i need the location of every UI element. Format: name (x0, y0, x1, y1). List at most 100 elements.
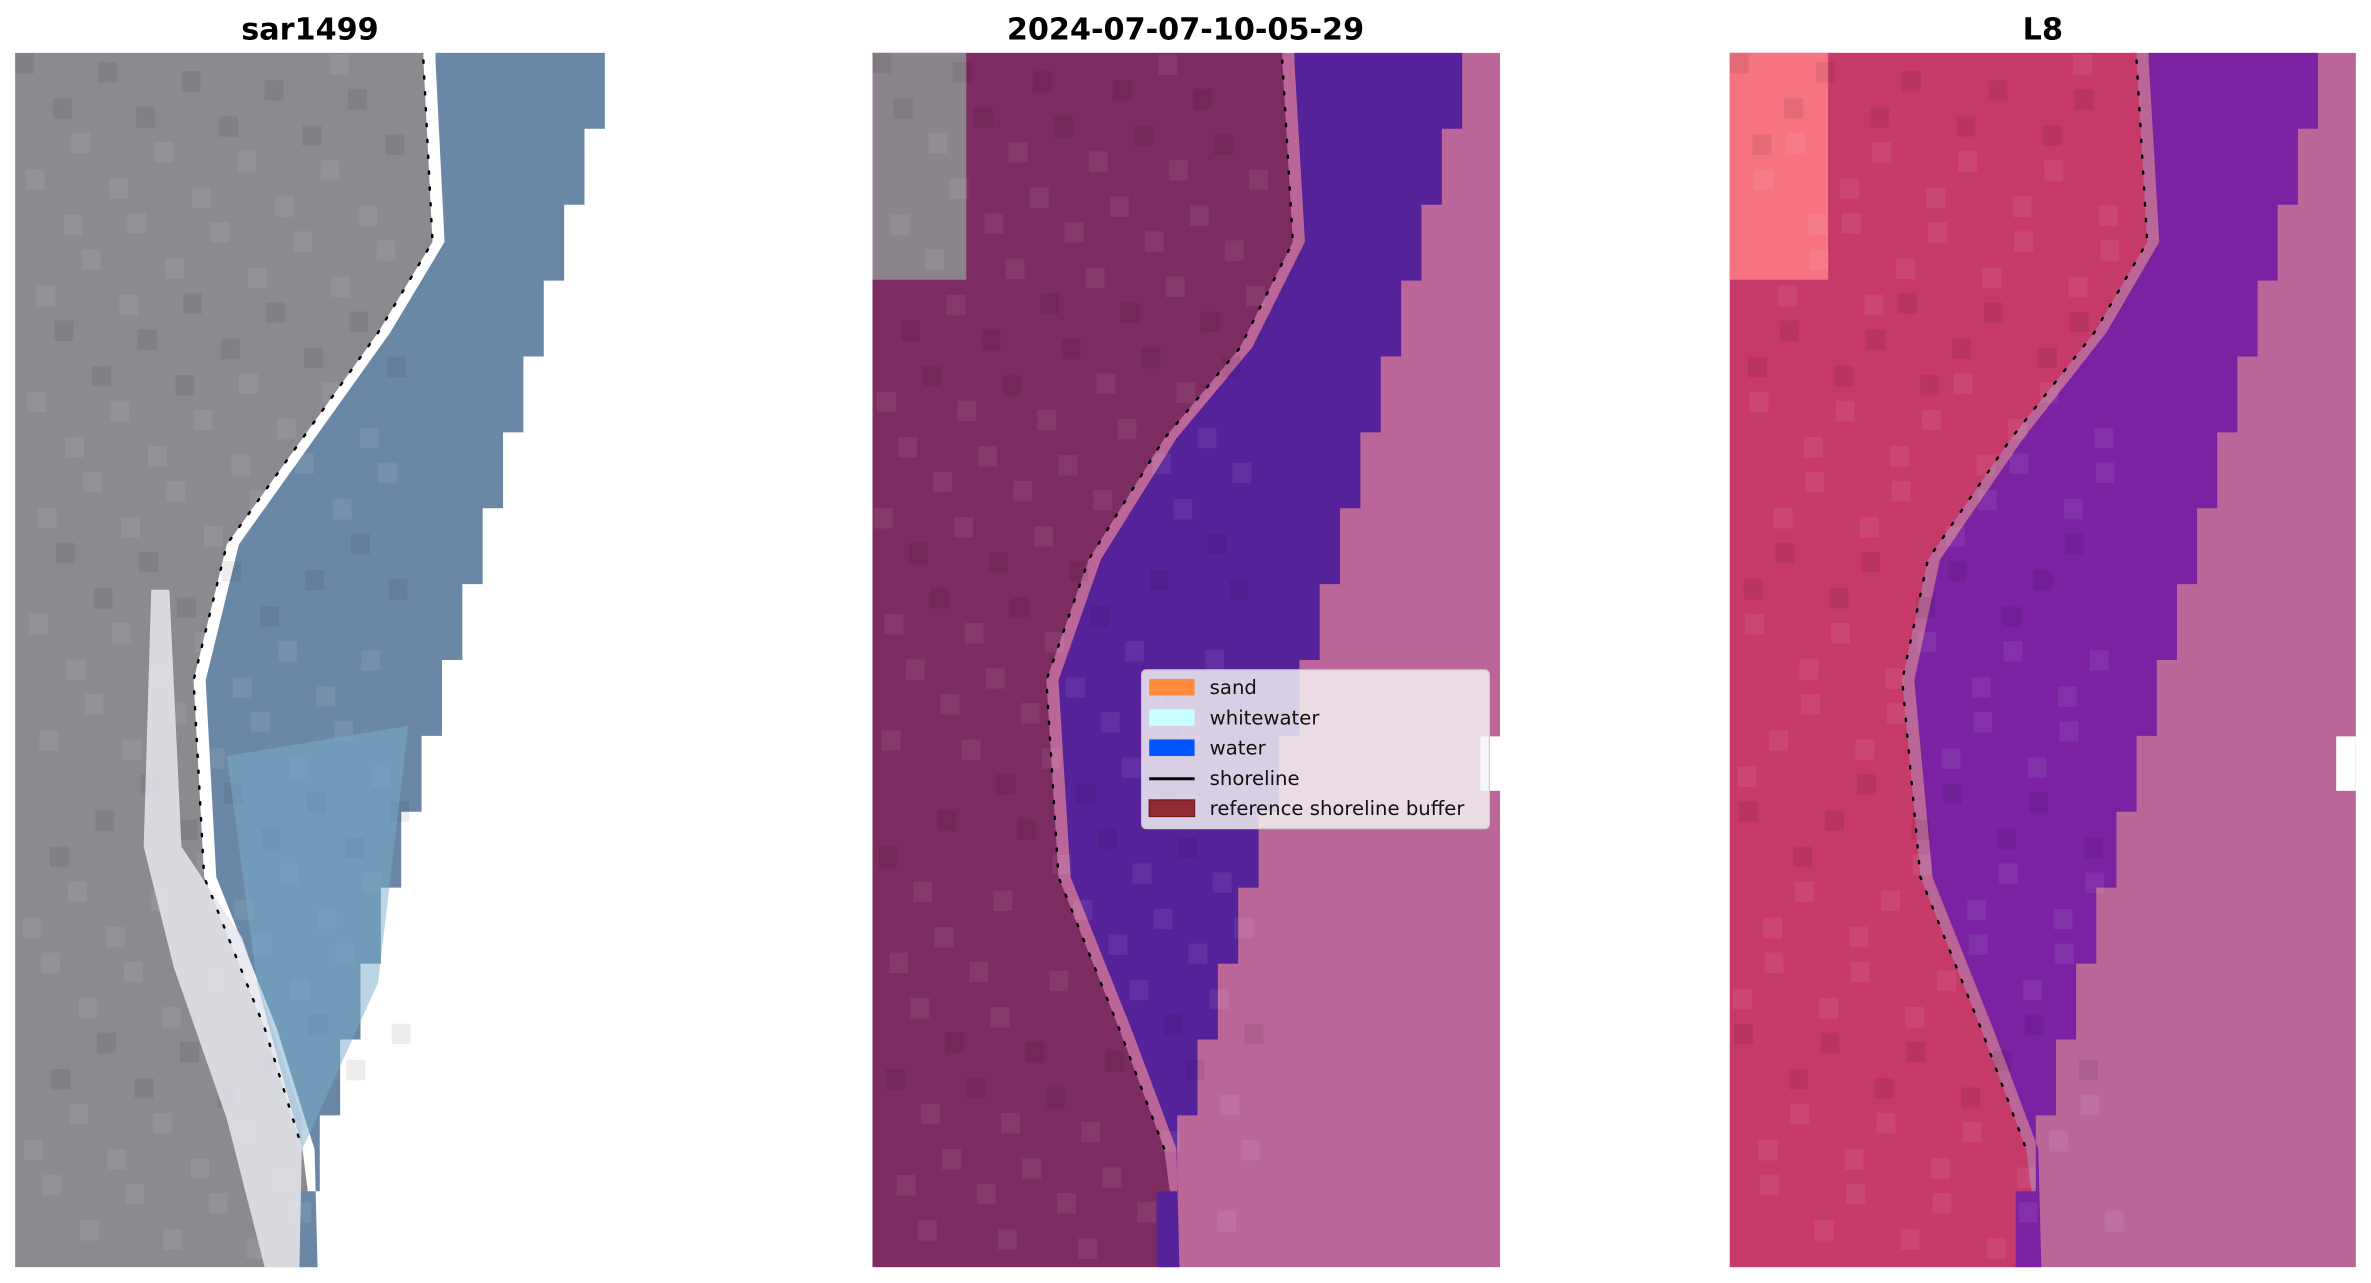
pixel-texture (251, 712, 270, 733)
pixel-texture (1190, 205, 1209, 227)
pixel-texture (66, 659, 86, 680)
pixel-texture (1760, 1174, 1779, 1196)
pixel-texture (196, 854, 216, 875)
pixel-texture (210, 222, 230, 243)
pixel-texture (2039, 382, 2059, 403)
pixel-texture (1779, 320, 1799, 341)
pixel-texture (993, 890, 1013, 912)
pixel-texture (2098, 205, 2118, 227)
pixel-texture (1764, 952, 1784, 974)
pixel-texture (71, 133, 90, 154)
pixel-texture (2027, 757, 2047, 778)
pixel-texture (332, 498, 352, 520)
legend-label-shoreline: shoreline (1210, 767, 1300, 790)
pixel-texture (1967, 899, 1987, 921)
pixel-texture (2033, 570, 2053, 591)
pixel-texture (2002, 606, 2021, 627)
pixel-texture (878, 846, 898, 868)
pixel-texture (358, 205, 378, 227)
pixel-texture (1193, 89, 1212, 110)
pixel-texture (175, 374, 195, 396)
pixel-texture (37, 508, 57, 529)
pixel-texture (107, 1149, 127, 1170)
pixel-texture (2003, 641, 2023, 662)
pixel-texture (998, 1229, 1017, 1250)
pixel-texture (127, 213, 146, 234)
pixel-texture (1108, 934, 1128, 955)
corner-patch (1729, 52, 1829, 280)
pixel-texture (1971, 677, 1991, 698)
pixel-texture (320, 160, 340, 181)
pixel-texture (1041, 748, 1061, 769)
pixel-texture (1025, 1041, 1045, 1063)
pixel-texture (1926, 187, 1946, 208)
pixel-texture (2044, 160, 2064, 181)
pixel-texture (1875, 1078, 1894, 1099)
legend-frame (1141, 669, 1491, 830)
pixel-texture (1109, 196, 1129, 217)
pixel-texture (1121, 757, 1141, 778)
pixel-texture (154, 142, 174, 163)
pixel-texture (1844, 1149, 1864, 1170)
pixel-texture (182, 293, 202, 314)
pixel-texture (1005, 258, 1025, 279)
pixel-texture (1188, 943, 1208, 964)
pixel-texture (1752, 134, 1772, 155)
pixel-texture (932, 471, 952, 493)
legend-handle-water (1149, 739, 1195, 757)
pixel-texture (1132, 863, 1152, 884)
pixel-texture (1185, 1059, 1205, 1081)
pixel-texture (1891, 480, 1911, 502)
nodata-gap (2336, 736, 2356, 791)
pixel-texture (1729, 52, 1749, 74)
pixel-texture (898, 436, 918, 458)
pixel-texture (1056, 1193, 1076, 1214)
pixel-texture (305, 570, 325, 591)
pixel-texture (2053, 908, 2073, 930)
pixel-texture (1870, 107, 1890, 128)
pixel-texture (204, 526, 224, 547)
pixel-texture (928, 133, 948, 154)
pixel-texture (1988, 80, 2008, 101)
pixel-texture (2048, 1131, 2068, 1152)
pixel-texture (1141, 347, 1161, 369)
pixel-texture (1900, 1229, 1920, 1250)
pixel-texture (1930, 1158, 1950, 1179)
pixel-texture (2012, 196, 2032, 217)
pixel-texture (874, 508, 893, 529)
pixel-texture (232, 677, 252, 698)
pixel-texture (1861, 551, 1881, 573)
pixel-texture (1037, 409, 1057, 431)
pixel-texture (260, 606, 280, 627)
pixel-texture (872, 52, 892, 74)
pixel-texture (1859, 517, 1879, 538)
pixel-texture (1241, 1140, 1261, 1161)
pixel-texture (881, 730, 901, 751)
pixel-texture (1076, 783, 1096, 804)
pixel-texture (2095, 462, 2115, 484)
pixel-texture (961, 739, 981, 760)
pixel-texture (2065, 533, 2085, 555)
pixel-texture (2083, 837, 2103, 859)
pixel-texture (193, 409, 213, 431)
pixel-texture (195, 632, 214, 653)
pixel-texture (139, 551, 159, 573)
pixel-texture (949, 178, 969, 199)
legend-label-sand: sand (1210, 676, 1257, 699)
pixel-texture (2073, 54, 2092, 75)
pixel-texture (1129, 979, 1149, 1001)
pixel-texture (220, 338, 240, 360)
pixel-texture (136, 107, 156, 128)
pixel-texture (973, 107, 993, 128)
pixel-texture (1992, 1050, 2012, 1072)
pixel-texture (208, 1193, 228, 1214)
pixel-texture (1137, 1202, 1157, 1223)
pixel-texture (49, 846, 69, 868)
corner-patch (872, 52, 967, 280)
pixel-texture (1168, 160, 1188, 181)
legend-handle-sand (1149, 678, 1195, 696)
pixel-texture (969, 961, 989, 983)
pixel-texture (957, 400, 977, 422)
pixel-texture (1819, 997, 1838, 1019)
pixel-texture (942, 1149, 961, 1170)
